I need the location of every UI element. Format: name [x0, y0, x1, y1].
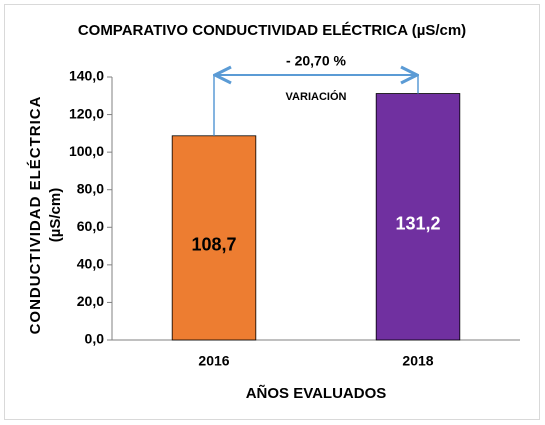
y-axis-title: CONDUCTIVIDAD ELÉCTRICA	[27, 96, 44, 335]
y-tick-label: 0,0	[85, 331, 105, 347]
y-axis-title: (µS/cm)	[47, 188, 64, 243]
y-tick-label: 20,0	[77, 293, 104, 309]
y-tick-label: 80,0	[77, 180, 104, 196]
chart-title: COMPARATIVO CONDUCTIVIDAD ELÉCTRICA (µS/…	[78, 22, 466, 39]
y-tick-label: 40,0	[77, 256, 104, 272]
value-label: 108,7	[191, 235, 236, 255]
y-tick-label: 120,0	[69, 105, 104, 121]
annotation: - 20,70 %	[286, 53, 346, 69]
annotation: VARIACIÓN	[286, 90, 347, 103]
bar	[375, 93, 461, 341]
x-tick-label: 2016	[198, 353, 229, 369]
value-label: 131,2	[395, 214, 440, 234]
y-tick-label: 140,0	[69, 68, 104, 84]
y-tick-label: 100,0	[69, 143, 104, 159]
y-tick-label: 60,0	[77, 218, 104, 234]
x-tick-label: 2018	[402, 353, 433, 369]
x-axis-title: AÑOS EVALUADOS	[246, 384, 387, 402]
bar	[171, 135, 257, 341]
